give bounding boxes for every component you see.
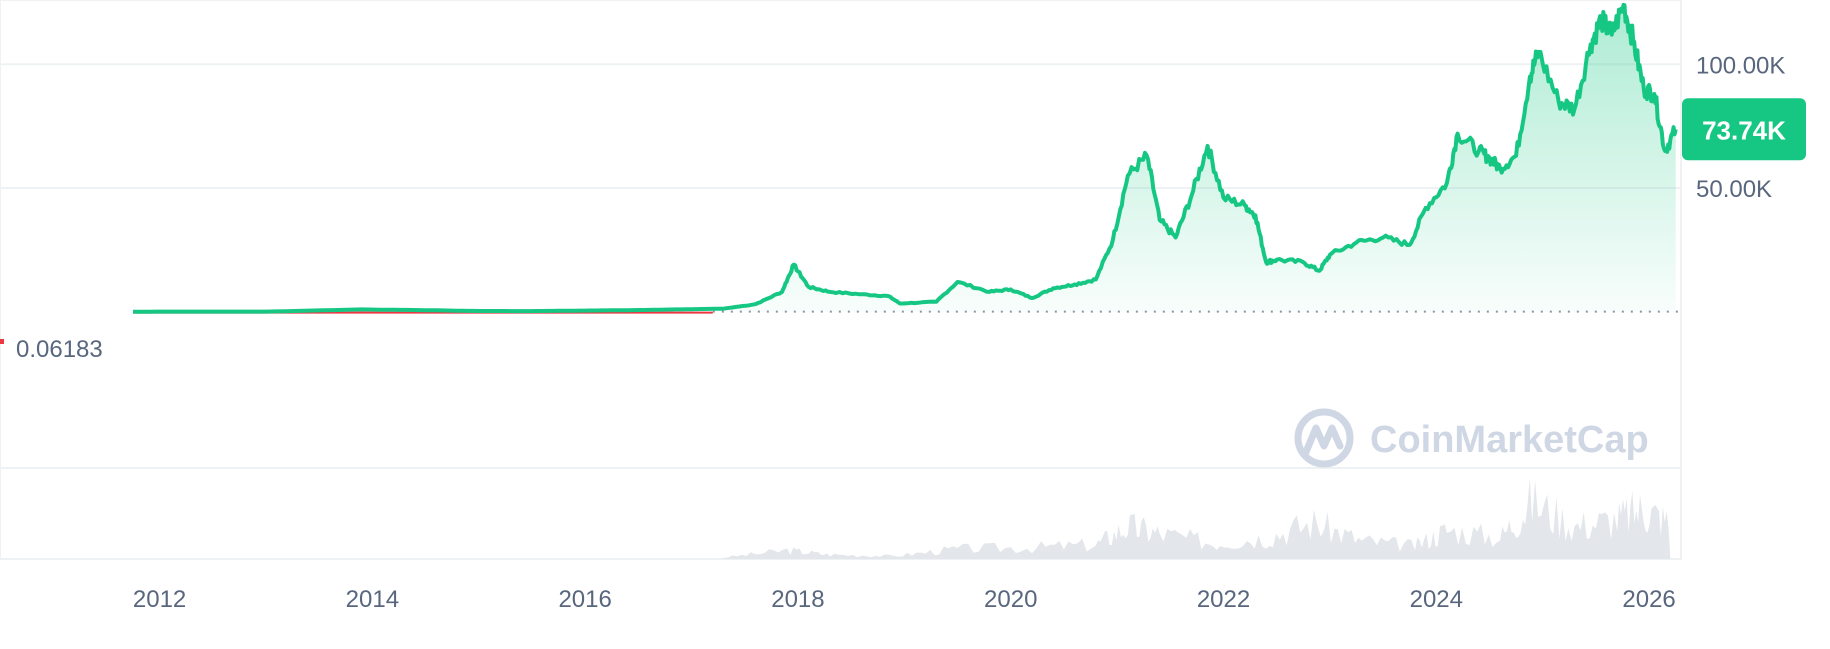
current-price-label: 73.74K: [1702, 115, 1786, 145]
price-line: [133, 2, 1678, 314]
current-price-badge-bg: [1682, 98, 1806, 161]
x-tick-label: 2018: [771, 586, 824, 613]
y-axis: 100.00K 50.00K: [1696, 52, 1785, 203]
x-tick-label: 2026: [1622, 586, 1675, 613]
coinmarketcap-logo-mark-icon: [1302, 424, 1344, 456]
watermark: CoinMarketCap: [1294, 408, 1649, 468]
volume-area: [723, 478, 1671, 559]
start-price-marker: [0, 339, 4, 344]
price-area-fill: [133, 4, 1676, 312]
x-tick-label: 2022: [1197, 586, 1250, 613]
x-tick-label: 2020: [984, 586, 1037, 613]
x-tick-label: 2016: [558, 586, 611, 613]
x-tick-label: 2012: [133, 586, 186, 613]
y-tick-label: 100.00K: [1696, 52, 1785, 79]
coinmarketcap-logo-icon: [1294, 408, 1354, 468]
current-price-badge: 73.74K: [1682, 98, 1806, 161]
x-tick-label: 2024: [1410, 586, 1463, 613]
watermark-text: CoinMarketCap: [1370, 419, 1649, 461]
start-price-label: 0.06183: [16, 336, 103, 363]
x-tick-label: 2014: [346, 586, 399, 613]
y-tick-label: 50.00K: [1696, 176, 1772, 203]
x-axis: 2012 2014 2016 2018 2020 2022 2024 2026: [133, 586, 1676, 613]
